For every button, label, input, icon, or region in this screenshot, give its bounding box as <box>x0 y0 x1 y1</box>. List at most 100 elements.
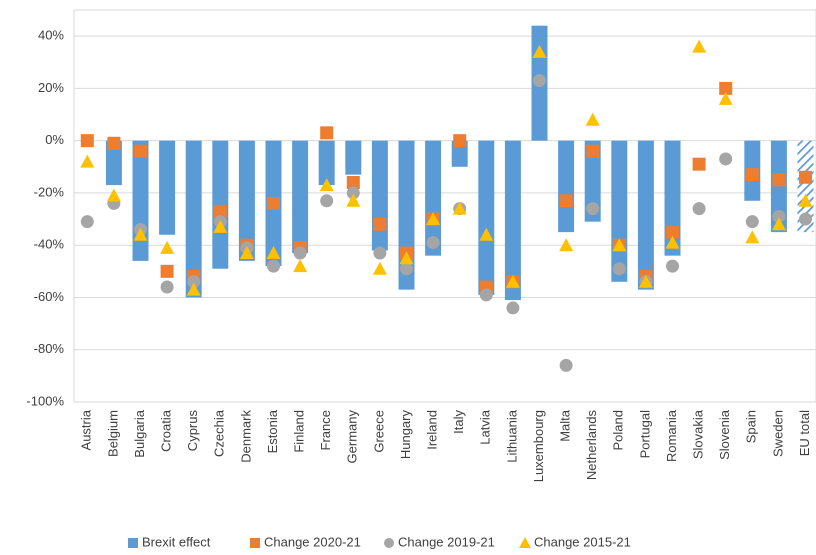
square-marker <box>160 264 174 278</box>
triangle-marker <box>399 251 414 265</box>
bar <box>292 140 309 254</box>
triangle-marker <box>452 201 467 215</box>
triangle-marker <box>372 261 387 275</box>
bar <box>478 140 495 295</box>
square-marker <box>799 170 812 184</box>
square-marker <box>107 136 121 150</box>
x-tick-label: Estonia <box>265 409 280 453</box>
circle-marker <box>293 246 307 260</box>
x-tick-label: France <box>318 410 333 450</box>
circle-marker <box>586 202 600 216</box>
circle-marker <box>799 212 812 226</box>
legend-swatch <box>519 537 531 548</box>
y-tick-label: -40% <box>34 237 65 252</box>
legend-label: Brexit effect <box>142 534 211 549</box>
triangle-marker <box>771 217 786 231</box>
x-tick-label: Ireland <box>425 410 440 450</box>
circle-marker <box>559 358 573 372</box>
bar <box>159 140 176 235</box>
x-tick-label: Austria <box>79 409 94 450</box>
bar <box>770 140 787 233</box>
x-tick-label: Bulgaria <box>132 409 147 457</box>
bar <box>425 140 442 256</box>
triangle-marker <box>798 193 813 207</box>
bar <box>345 140 362 175</box>
triangle-marker <box>293 259 308 273</box>
circle-marker <box>479 288 493 302</box>
x-tick-label: Romania <box>664 409 679 462</box>
legend-swatch <box>128 538 138 548</box>
x-tick-label: Croatia <box>159 409 174 452</box>
square-marker <box>267 196 280 210</box>
circle-marker <box>506 301 520 315</box>
x-tick-label: Hungary <box>398 410 413 460</box>
x-tick-label: Czechia <box>212 409 227 457</box>
square-marker <box>373 217 387 231</box>
triangle-marker <box>213 219 228 233</box>
square-marker <box>772 173 786 187</box>
x-tick-label: Germany <box>345 410 360 464</box>
bar <box>611 140 628 282</box>
bar <box>504 140 521 301</box>
circle-marker <box>160 280 174 294</box>
triangle-marker <box>745 230 760 244</box>
x-tick-label: Lithuania <box>504 409 519 463</box>
triangle-marker <box>692 39 707 53</box>
legend-label: Change 2019-21 <box>398 534 495 549</box>
x-tick-label: EU total <box>797 410 812 456</box>
y-tick-label: 0% <box>45 132 64 147</box>
legend-label: Change 2015-21 <box>534 534 631 549</box>
bar <box>451 140 468 167</box>
square-marker <box>745 168 759 182</box>
triangle-marker <box>319 178 334 192</box>
circle-marker <box>373 246 387 260</box>
triangle-marker <box>718 91 733 105</box>
x-tick-label: Luxembourg <box>531 410 546 482</box>
legend-swatch <box>250 538 260 548</box>
triangle-marker <box>266 246 281 260</box>
triangle-marker <box>559 238 574 252</box>
x-tick-label: Malta <box>558 409 573 442</box>
circle-marker <box>346 186 360 200</box>
triangle-marker <box>479 227 494 241</box>
square-marker <box>320 126 334 140</box>
triangle-marker <box>585 112 600 126</box>
circle-marker <box>719 152 733 166</box>
square-marker <box>80 134 94 148</box>
square-marker <box>719 81 733 95</box>
x-tick-label: Cyprus <box>185 410 200 452</box>
triangle-marker <box>239 246 254 260</box>
square-marker <box>586 144 600 158</box>
bar <box>371 140 388 251</box>
triangle-marker <box>80 154 95 168</box>
bar <box>132 140 149 261</box>
x-tick-label: Spain <box>744 410 759 443</box>
circle-marker <box>400 262 413 276</box>
legend-label: Change 2020-21 <box>264 534 361 549</box>
square-marker <box>134 144 147 158</box>
bar <box>238 140 255 261</box>
circle-marker <box>533 74 546 88</box>
y-tick-label: 40% <box>38 28 64 43</box>
bar <box>318 140 335 186</box>
x-tick-label: Slovakia <box>691 409 706 459</box>
y-tick-label: -100% <box>26 393 64 408</box>
triangle-marker <box>160 240 175 254</box>
bar <box>584 140 601 222</box>
bar <box>105 140 122 186</box>
square-marker <box>692 157 706 171</box>
y-tick-label: -80% <box>34 341 65 356</box>
circle-marker <box>187 275 201 289</box>
circle-marker <box>692 202 706 216</box>
triangle-marker <box>665 235 680 249</box>
x-tick-label: Netherlands <box>584 410 599 481</box>
triangle-marker <box>186 282 201 296</box>
x-tick-label: Latvia <box>478 409 493 444</box>
legend-swatch <box>384 538 394 548</box>
square-marker <box>666 225 679 239</box>
circle-marker <box>745 215 759 229</box>
x-tick-label: Denmark <box>238 410 253 463</box>
circle-marker <box>772 209 786 223</box>
bar <box>637 140 654 290</box>
circle-marker <box>320 194 334 208</box>
